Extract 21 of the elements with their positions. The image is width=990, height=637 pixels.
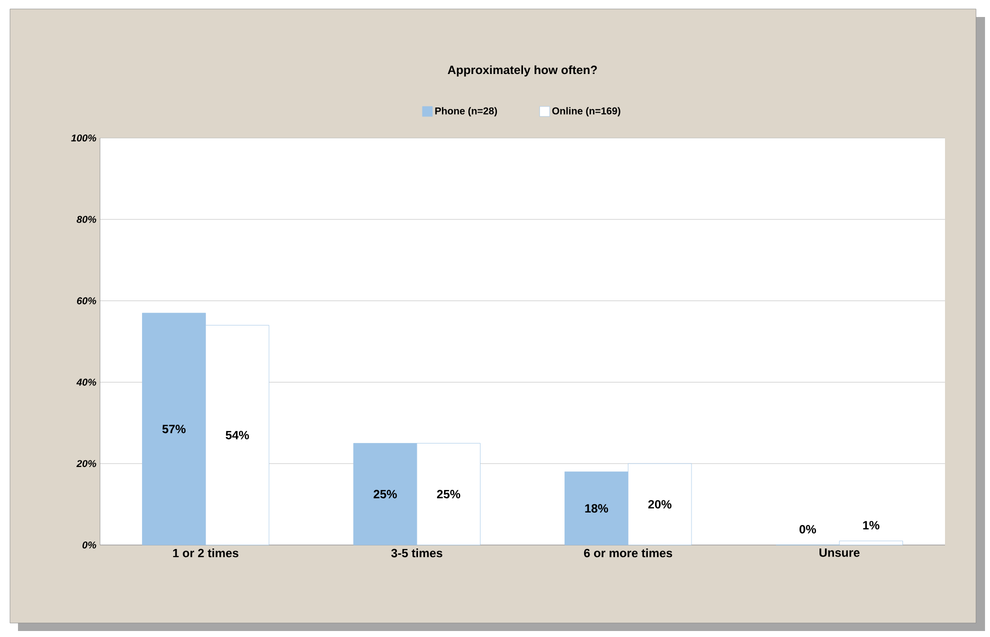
x-tick-label: 1 or 2 times <box>173 548 238 558</box>
y-tick-label: 20% <box>76 460 96 468</box>
x-tick-label: Unsure <box>820 548 860 557</box>
data-label: 57% <box>162 424 186 434</box>
y-tick-label: 100% <box>71 134 96 142</box>
legend-label: Phone (n=28) <box>435 107 497 116</box>
legend-label: Online (n=169) <box>552 107 620 116</box>
data-label: 1% <box>863 521 880 530</box>
y-tick-label: 40% <box>76 378 96 386</box>
data-label: 18% <box>585 504 608 513</box>
x-tick-label: 3-5 times <box>391 548 442 558</box>
data-label: 0% <box>800 525 816 534</box>
y-tick-label: 60% <box>77 297 96 304</box>
x-tick-label: 6 or more times <box>584 548 672 558</box>
y-tick-label: 80% <box>76 216 96 223</box>
y-tick-label: 0% <box>82 541 96 549</box>
data-label: 54% <box>226 430 249 440</box>
data-label: 20% <box>648 500 672 509</box>
data-label: 25% <box>374 490 397 498</box>
chart-title: Approximately how often? <box>448 65 597 76</box>
data-label: 25% <box>437 490 460 498</box>
